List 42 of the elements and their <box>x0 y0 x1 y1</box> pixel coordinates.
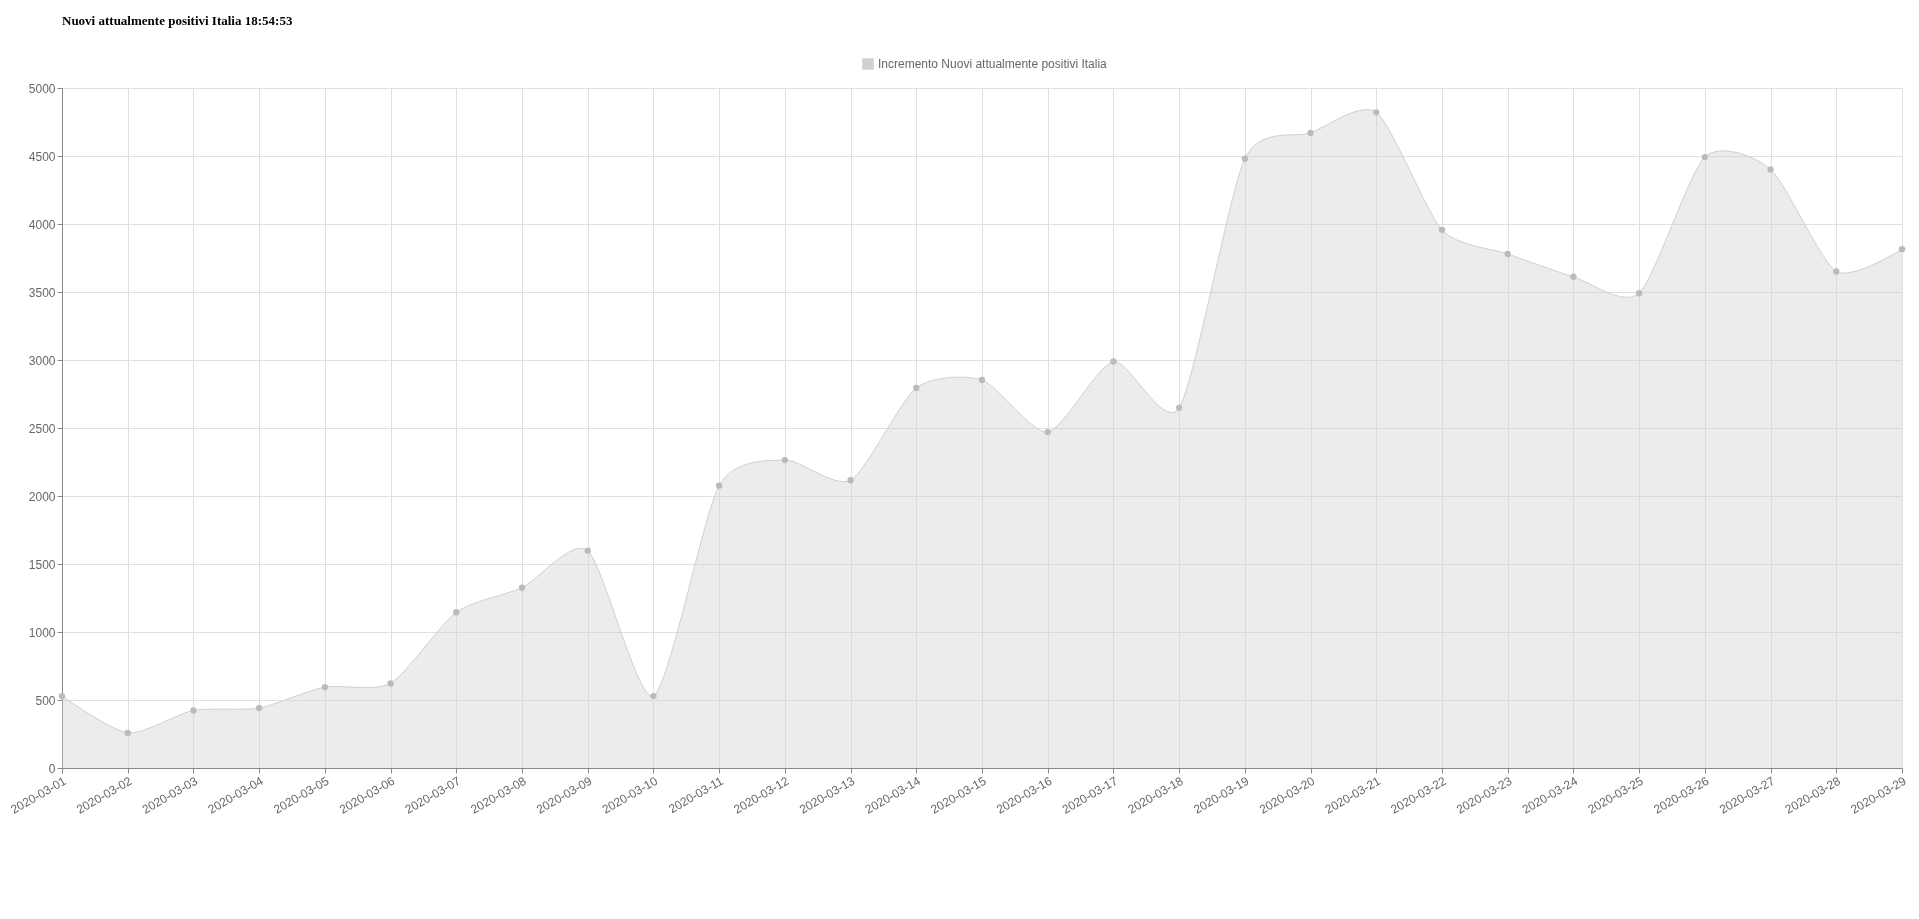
point <box>978 376 986 384</box>
point <box>190 707 197 714</box>
y-tick-label: 4500 <box>28 149 56 164</box>
point <box>1110 358 1117 365</box>
y-tick-label: 1000 <box>28 625 56 640</box>
point <box>1898 246 1906 253</box>
point <box>58 693 66 700</box>
point <box>1504 250 1511 258</box>
point <box>715 482 723 489</box>
point <box>1044 428 1051 436</box>
point <box>124 729 131 737</box>
point <box>584 547 591 554</box>
y-tick-label: 4000 <box>28 217 56 232</box>
point <box>1373 109 1380 116</box>
point <box>1701 153 1709 161</box>
point <box>518 584 526 591</box>
y-tick-label: 1500 <box>28 557 56 572</box>
point <box>255 704 263 712</box>
point <box>847 477 854 484</box>
point <box>1241 155 1249 162</box>
point <box>913 384 920 392</box>
point <box>1635 290 1643 297</box>
point <box>650 692 657 700</box>
point <box>1307 129 1314 137</box>
y-tick-label: 500 <box>35 693 56 708</box>
y-tick-label: 5000 <box>28 81 56 96</box>
y-tick-label: 3000 <box>28 353 56 368</box>
y-tick-label: 3500 <box>28 285 56 300</box>
point <box>1570 273 1577 280</box>
point <box>781 456 789 464</box>
point <box>1438 226 1446 233</box>
point <box>1767 166 1774 173</box>
y-tick-label: 0 <box>48 761 56 776</box>
y-tick-label: 2000 <box>28 489 56 504</box>
point <box>1175 404 1183 412</box>
legend-label: Incremento Nuovi attualmente positivi Italia <box>878 57 1108 71</box>
point <box>453 609 460 616</box>
chart-title: Nuovi attualmente positivi Italia 18:54:53 <box>62 13 293 28</box>
point <box>321 683 329 691</box>
point <box>1833 268 1840 275</box>
y-tick-label: 2500 <box>28 421 56 436</box>
point <box>387 680 394 687</box>
